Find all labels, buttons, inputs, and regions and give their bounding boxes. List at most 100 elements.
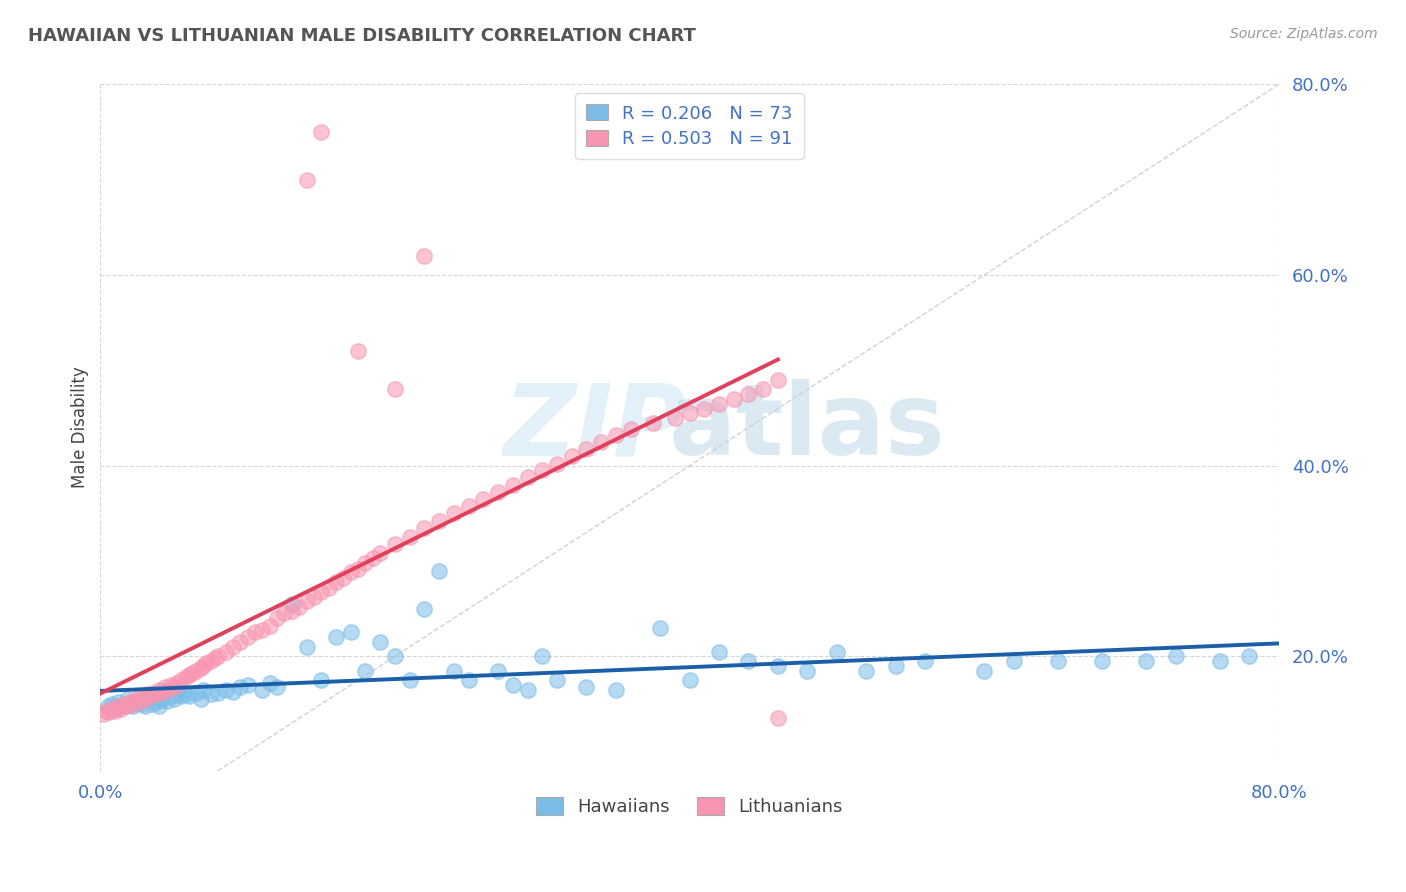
Point (281, 603, 304, 617)
Point (1164, 649, 1187, 664)
Point (160, 690, 183, 704)
Point (766, 373, 789, 387)
Text: HAWAIIAN VS LITHUANIAN MALE DISABILITY CORRELATION CHART: HAWAIIAN VS LITHUANIAN MALE DISABILITY C… (28, 27, 696, 45)
Point (252, 623, 274, 637)
Point (648, 621, 671, 635)
Point (427, 564, 450, 578)
Point (177, 668, 200, 682)
Point (1046, 654, 1069, 668)
Point (236, 678, 259, 692)
Point (222, 684, 245, 698)
Point (354, 556, 377, 570)
Point (413, 601, 436, 615)
Point (252, 682, 274, 697)
Point (354, 664, 377, 678)
Point (575, 680, 598, 694)
Point (118, 697, 141, 711)
Point (295, 640, 318, 654)
Point (325, 630, 347, 644)
Point (148, 698, 170, 713)
Point (115, 698, 138, 713)
Point (457, 673, 479, 687)
Point (145, 695, 167, 709)
Point (1239, 649, 1261, 664)
Point (311, 584, 333, 599)
Point (148, 682, 170, 697)
Point (101, 697, 124, 711)
Point (131, 697, 153, 711)
Point (457, 499, 479, 513)
Point (531, 463, 554, 477)
Point (134, 698, 156, 713)
Point (707, 397, 730, 411)
Point (620, 422, 643, 436)
Point (737, 654, 759, 668)
Point (157, 682, 180, 697)
Point (150, 684, 173, 698)
Point (678, 406, 700, 420)
Point (605, 682, 627, 697)
Point (166, 676, 188, 690)
Point (101, 702, 124, 716)
Point (136, 688, 159, 702)
Point (266, 611, 288, 625)
Point (125, 692, 148, 706)
Point (111, 698, 134, 713)
Point (127, 695, 149, 709)
Point (561, 449, 583, 463)
Point (214, 682, 236, 697)
Point (156, 694, 179, 708)
Point (174, 688, 197, 702)
Point (170, 673, 193, 687)
Point (104, 704, 127, 718)
Point (273, 607, 295, 621)
Point (398, 530, 420, 544)
Point (174, 670, 197, 684)
Point (229, 635, 252, 649)
Point (531, 649, 554, 664)
Point (737, 387, 759, 401)
Point (104, 702, 127, 716)
Point (752, 383, 775, 397)
Point (134, 692, 156, 706)
Point (110, 702, 132, 716)
Point (641, 416, 664, 430)
Point (347, 561, 370, 575)
Point (678, 673, 700, 687)
Point (914, 654, 936, 668)
Point (200, 688, 222, 702)
Point (1209, 654, 1232, 668)
Text: ZIP: ZIP (503, 379, 686, 476)
Point (973, 664, 995, 678)
Text: atlas: atlas (669, 379, 946, 476)
Point (1002, 654, 1025, 668)
Point (163, 680, 186, 694)
Point (163, 692, 186, 706)
Point (288, 599, 311, 614)
Point (195, 656, 218, 670)
Point (180, 665, 202, 680)
Point (141, 697, 163, 711)
Point (222, 640, 245, 654)
Point (605, 428, 627, 442)
Point (707, 644, 730, 658)
Point (204, 651, 226, 665)
Point (266, 680, 288, 694)
Point (121, 697, 143, 711)
Point (200, 654, 222, 668)
Point (160, 678, 183, 692)
Point (516, 682, 538, 697)
Point (884, 658, 907, 673)
Point (229, 680, 252, 694)
Point (413, 249, 436, 263)
Point (575, 442, 598, 456)
Point (723, 392, 745, 406)
Point (281, 597, 304, 611)
Point (184, 685, 207, 699)
Point (318, 581, 340, 595)
Point (855, 664, 877, 678)
Point (112, 697, 135, 711)
Point (136, 692, 159, 706)
Point (693, 401, 716, 416)
Point (98, 705, 121, 719)
